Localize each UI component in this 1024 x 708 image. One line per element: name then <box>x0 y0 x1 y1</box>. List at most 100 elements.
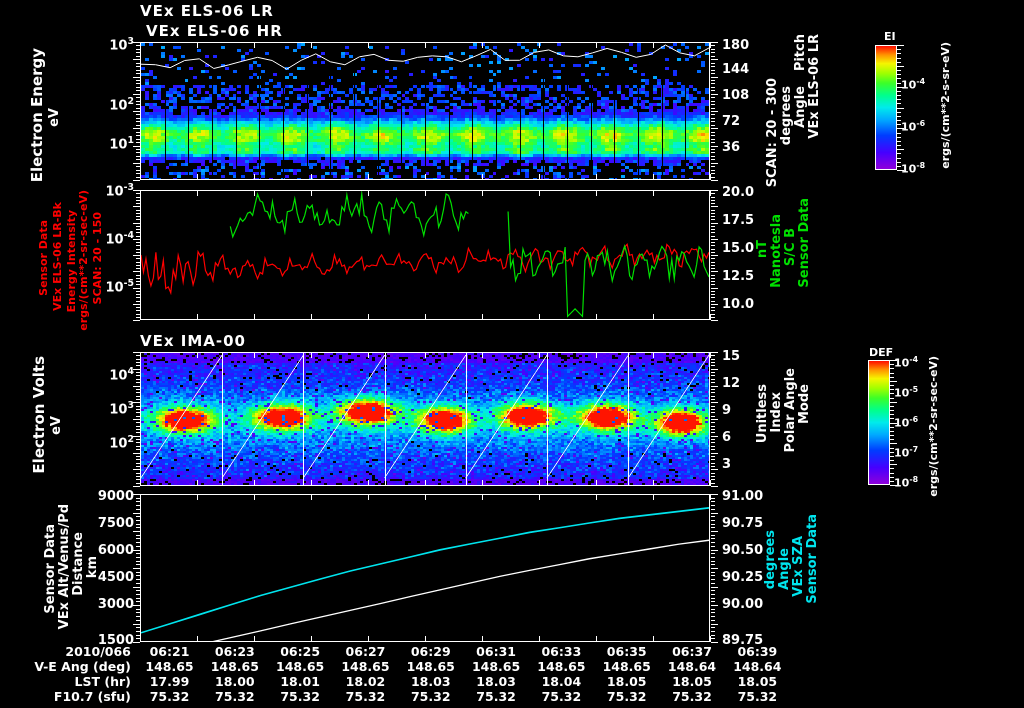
axis-tick-label: 180 <box>722 38 750 53</box>
axis-minor-tick <box>711 609 715 610</box>
bottom-data-table: 2010/066 06:21 06:23 06:25 06:27 06:29 06:31 06… <box>0 644 790 704</box>
axis-minor-tick <box>897 53 901 54</box>
table-cell: 148.65 <box>406 659 455 674</box>
axis-tick-label: 90.00 <box>722 597 764 612</box>
axis-minor-tick <box>711 372 715 373</box>
axis-time-tick <box>254 636 255 642</box>
axis-minor-tick <box>711 557 715 558</box>
axis-minor-tick <box>133 531 140 532</box>
table-cell: 148.65 <box>471 659 521 674</box>
axis-minor-tick <box>711 572 715 573</box>
axis-minor-tick <box>711 598 715 599</box>
axis-time-tick <box>197 174 198 180</box>
panel2-line-canvas <box>141 191 709 319</box>
axis-time-tick <box>482 42 483 48</box>
axis-minor-tick <box>897 45 904 46</box>
axis-minor-tick <box>136 449 140 450</box>
axis-minor-tick <box>136 49 140 50</box>
axis-minor-tick <box>711 601 715 602</box>
axis-minor-tick <box>890 473 894 474</box>
axis-time-tick <box>539 480 540 486</box>
axis-minor-tick <box>897 103 901 104</box>
axis-minor-tick <box>711 396 715 397</box>
axis-minor-tick <box>136 372 140 373</box>
axis-time-tick <box>140 174 141 180</box>
axis-minor-tick <box>136 193 140 194</box>
axis-minor-tick <box>711 197 715 198</box>
axis-minor-tick <box>711 304 718 305</box>
axis-minor-tick <box>711 173 715 174</box>
axis-minor-tick <box>136 139 140 140</box>
axis-minor-tick <box>136 542 140 543</box>
axis-time-tick <box>140 190 141 196</box>
axis-time-tick <box>596 314 597 320</box>
axis-minor-tick <box>136 229 140 230</box>
axis-minor-tick <box>136 583 140 584</box>
axis-minor-tick <box>136 631 140 632</box>
axis-minor-tick <box>133 402 140 403</box>
axis-minor-tick <box>711 97 715 98</box>
axis-minor-tick <box>711 531 718 532</box>
axis-minor-tick <box>136 278 140 279</box>
axis-time-tick <box>254 314 255 320</box>
axis-minor-tick <box>711 449 715 450</box>
axis-minor-tick <box>136 638 140 639</box>
axis-time-tick <box>254 352 255 358</box>
axis-tick-label: 3 <box>722 457 732 472</box>
axis-minor-tick <box>890 431 894 432</box>
axis-minor-tick <box>136 262 140 263</box>
table-cell: 148.65 <box>602 659 651 674</box>
axis-minor-tick <box>136 268 140 269</box>
axis-time-tick <box>710 636 711 642</box>
axis-minor-tick <box>136 442 140 443</box>
axis-tick-label: 103 <box>109 400 134 418</box>
axis-minor-tick <box>711 66 715 67</box>
axis-minor-tick <box>136 466 140 467</box>
axis-minor-tick <box>711 513 718 514</box>
colorbar1-title: EI <box>884 30 896 43</box>
axis-time-tick <box>653 636 654 642</box>
axis-minor-tick <box>897 112 901 113</box>
axis-minor-tick <box>711 111 718 112</box>
axis-minor-tick <box>136 63 140 64</box>
axis-minor-tick <box>136 149 140 150</box>
axis-tick-label: 9 <box>722 403 732 418</box>
axis-minor-tick <box>711 80 715 81</box>
table-cell: 06:27 <box>345 644 386 659</box>
colorbar2-units: ergs/(cm**2-sr-sec-eV) <box>927 356 940 497</box>
axis-time-tick <box>653 352 654 358</box>
axis-minor-tick <box>133 304 140 305</box>
axis-time-tick <box>653 314 654 320</box>
axis-minor-tick <box>133 624 140 625</box>
axis-minor-tick <box>711 379 715 380</box>
axis-minor-tick <box>136 284 140 285</box>
axis-minor-tick <box>136 232 140 233</box>
axis-minor-tick <box>133 128 140 129</box>
axis-tick-label: 12.5 <box>722 269 755 284</box>
axis-minor-tick <box>136 307 140 308</box>
axis-minor-tick <box>711 156 715 157</box>
axis-time-tick <box>368 174 369 180</box>
axis-minor-tick <box>136 520 140 521</box>
axis-minor-tick <box>711 291 715 292</box>
axis-minor-tick <box>136 412 140 413</box>
axis-minor-tick <box>136 297 140 298</box>
axis-minor-tick <box>136 70 140 71</box>
table-cell: 75.32 <box>345 689 386 704</box>
axis-minor-tick <box>711 294 715 295</box>
axis-minor-tick <box>711 605 718 606</box>
axis-minor-tick <box>136 432 140 433</box>
axis-minor-tick <box>711 362 715 363</box>
axis-tick-label: 12 <box>722 376 741 391</box>
table-row: 2010/066 06:21 06:23 06:25 06:27 06:29 06:31 06… <box>0 644 790 659</box>
axis-minor-tick <box>711 275 715 276</box>
axis-minor-tick <box>711 216 715 217</box>
axis-minor-tick <box>711 203 715 204</box>
axis-tick-label: 102 <box>109 96 134 114</box>
axis-minor-tick <box>711 389 715 390</box>
table-row-label: 2010/066 <box>65 644 131 659</box>
axis-minor-tick <box>711 104 715 105</box>
axis-minor-tick <box>711 163 718 164</box>
axis-minor-tick <box>136 379 140 380</box>
axis-time-tick <box>425 494 426 500</box>
